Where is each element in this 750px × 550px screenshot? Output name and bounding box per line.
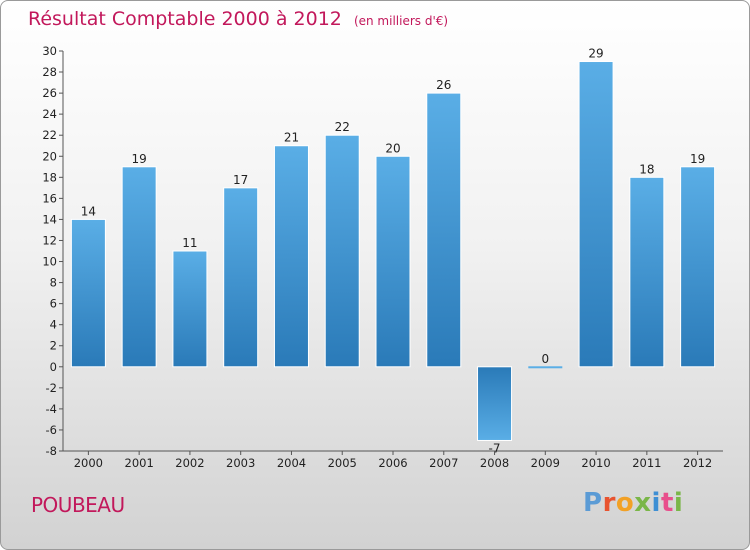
y-tick-label: 16 (42, 191, 57, 205)
value-label-2008: -7 (489, 441, 501, 455)
logo-letter: t (660, 488, 674, 518)
value-label-2007: 26 (436, 78, 451, 92)
x-tick-label-2011: 2011 (632, 456, 661, 470)
value-label-2003: 17 (233, 173, 248, 187)
logo-letter: i (651, 488, 661, 518)
proxiti-logo: Proxiti (583, 488, 683, 518)
logo-letter: o (615, 488, 635, 518)
bar-2011 (629, 176, 665, 368)
y-tick-label: 0 (50, 360, 57, 374)
logo-letter: x (634, 488, 652, 518)
bar-2010 (578, 61, 614, 368)
x-tick-label-2000: 2000 (74, 456, 103, 470)
value-label-2009: 0 (541, 352, 549, 366)
value-label-2010: 29 (588, 47, 603, 61)
y-tick-label: 28 (42, 65, 57, 79)
bar-2004 (273, 145, 309, 368)
x-tick-label-2003: 2003 (226, 456, 255, 470)
y-tick-label: 20 (42, 149, 57, 163)
x-tick-label-2002: 2002 (175, 456, 204, 470)
bar-2009 (528, 366, 563, 369)
bars: 14 19 11 17 21 22 20 26 -7 0 29 18 19 (70, 47, 716, 455)
bar-2002 (172, 250, 208, 368)
x-tick-label-2007: 2007 (429, 456, 458, 470)
chart-subtitle: (en milliers d'€) (353, 14, 449, 28)
x-tick-label-2012: 2012 (683, 456, 712, 470)
y-tick-label: 2 (50, 339, 57, 353)
value-label-2001: 19 (132, 152, 147, 166)
bar-2003 (223, 187, 259, 368)
logo-letter: P (583, 488, 603, 518)
x-tick-label-2006: 2006 (378, 456, 407, 470)
value-label-2000: 14 (81, 204, 96, 218)
y-tick-label: 24 (42, 107, 57, 121)
y-tick-label: 12 (42, 233, 57, 247)
bar-2008 (477, 366, 513, 441)
bar-2000 (70, 218, 106, 368)
bar-2012 (680, 166, 716, 368)
y-tick-label: -2 (46, 381, 57, 395)
y-tick-label: -8 (46, 444, 57, 458)
logo-letter: r (602, 488, 616, 518)
logo-letter: i (673, 488, 684, 518)
bar-2001 (121, 166, 157, 368)
value-label-2002: 11 (182, 236, 197, 250)
y-tick-label: 10 (42, 255, 57, 269)
commune-name: POUBEAU (31, 493, 125, 517)
value-label-2011: 18 (639, 162, 654, 176)
x-tick-label-2005: 2005 (328, 456, 357, 470)
x-tick-label-2004: 2004 (277, 456, 306, 470)
value-label-2005: 22 (335, 120, 350, 134)
bar-2007 (426, 92, 462, 368)
title-text: Résultat Comptable 2000 à 2012 (28, 8, 342, 30)
y-tick-label: -4 (46, 402, 57, 416)
chart-title: Résultat Comptable 2000 à 2012 (en milli… (28, 8, 448, 30)
y-tick-label: -6 (46, 423, 57, 437)
value-label-2006: 20 (385, 141, 400, 155)
y-tick-label: 30 (42, 44, 57, 58)
y-tick-label: 22 (42, 128, 57, 142)
bar-2006 (375, 155, 411, 368)
y-tick-label: 6 (50, 297, 57, 311)
value-label-2004: 21 (284, 131, 299, 145)
value-label-2012: 19 (690, 152, 705, 166)
x-tick-label-2010: 2010 (581, 456, 610, 470)
x-tick-label-2009: 2009 (531, 456, 560, 470)
y-tick-label: 26 (42, 86, 57, 100)
y-tick-label: 14 (42, 212, 57, 226)
x-tick-label-2001: 2001 (125, 456, 154, 470)
y-tick-label: 8 (50, 276, 57, 290)
x-tick-label-2008: 2008 (480, 456, 509, 470)
y-tick-label: 18 (42, 170, 57, 184)
y-tick-label: 4 (50, 318, 57, 332)
bar-2005 (324, 134, 360, 368)
